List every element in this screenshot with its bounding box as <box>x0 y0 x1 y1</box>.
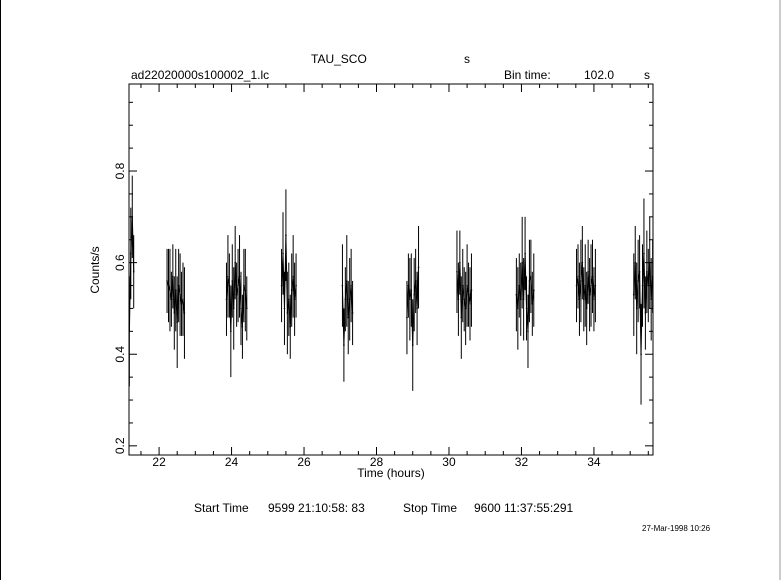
filename-label: ad22020000s100002_1.lc <box>131 68 270 82</box>
y-tick-label: 0.6 <box>113 254 127 271</box>
data-trace <box>226 262 248 332</box>
data-trace <box>281 235 297 327</box>
data-trace <box>576 262 596 309</box>
x-tick-label: 34 <box>587 455 601 469</box>
stop-time-label: Stop Time <box>403 501 458 515</box>
x-tick-label: 24 <box>225 455 239 469</box>
bin-time-value: 102.0 <box>584 68 615 82</box>
object-name: TAU_SCO <box>311 52 367 66</box>
window-left-edge <box>0 0 1 580</box>
bin-time-label: Bin time: <box>504 68 551 82</box>
x-tick-label: 30 <box>442 455 456 469</box>
x-tick-label: 32 <box>515 455 529 469</box>
start-time-label: Start Time <box>194 501 249 515</box>
data-trace <box>341 280 354 346</box>
y-tick-label: 0.8 <box>113 162 127 179</box>
data-trace <box>515 253 535 332</box>
data-trace <box>406 267 419 346</box>
window-right-edge <box>779 0 781 580</box>
object-unit: s <box>464 52 470 66</box>
y-axis-title: Counts/s <box>88 246 102 293</box>
x-tick-label: 26 <box>297 455 311 469</box>
y-tick-label: 0.2 <box>113 437 127 454</box>
x-tick-label: 28 <box>370 455 384 469</box>
data-trace <box>128 216 135 332</box>
x-tick-label: 22 <box>152 455 166 469</box>
y-tick-label: 0.4 <box>113 346 127 363</box>
bin-time-unit: s <box>644 68 650 82</box>
data-trace <box>166 276 185 323</box>
plot-frame <box>128 83 654 456</box>
stop-time-value: 9600 11:37:55:291 <box>474 501 574 515</box>
x-axis-title: Time (hours) <box>357 466 425 480</box>
data-trace <box>633 253 654 355</box>
start-time-value: 9599 21:10:58: 83 <box>268 501 365 515</box>
plot-timestamp: 27-Mar-1998 10:26 <box>642 524 711 533</box>
data-trace <box>456 262 472 318</box>
